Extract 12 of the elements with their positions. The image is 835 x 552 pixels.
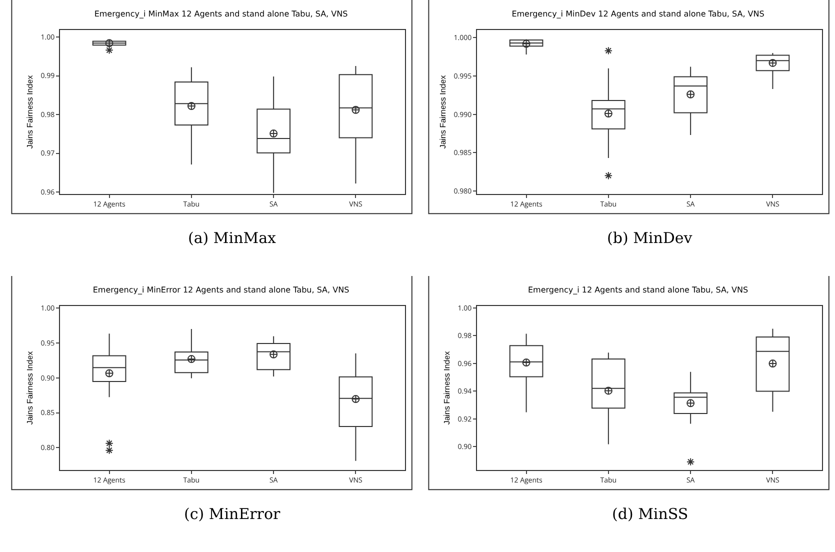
chart-title: Emergency_i 12 Agents and stand alone Tabu, SA, VNS (528, 286, 748, 295)
chart-title: Emergency_i MinDev 12 Agents and stand alone Tabu, SA, VNS (512, 10, 764, 19)
y-axis-title: Jains Fairness Index (438, 75, 448, 149)
y-axis-title: Jains Fairness Index (442, 351, 452, 425)
text: (d) MinSS (612, 505, 688, 523)
chart-title: Emergency_i MinError 12 Agents and stand alone Tabu, SA, VNS (92, 286, 350, 295)
y-axis-title: Jains Fairness Index (25, 351, 34, 425)
text: (a) MinMax (188, 229, 277, 247)
y-axis-title: Jains Fairness Index (25, 75, 34, 149)
text: (c) MinError (184, 505, 282, 523)
text: (b) MinDev (607, 229, 693, 247)
chart-title: Emergency_i MinMax 12 Agents and stand alone Tabu, SA, VNS (94, 10, 348, 19)
